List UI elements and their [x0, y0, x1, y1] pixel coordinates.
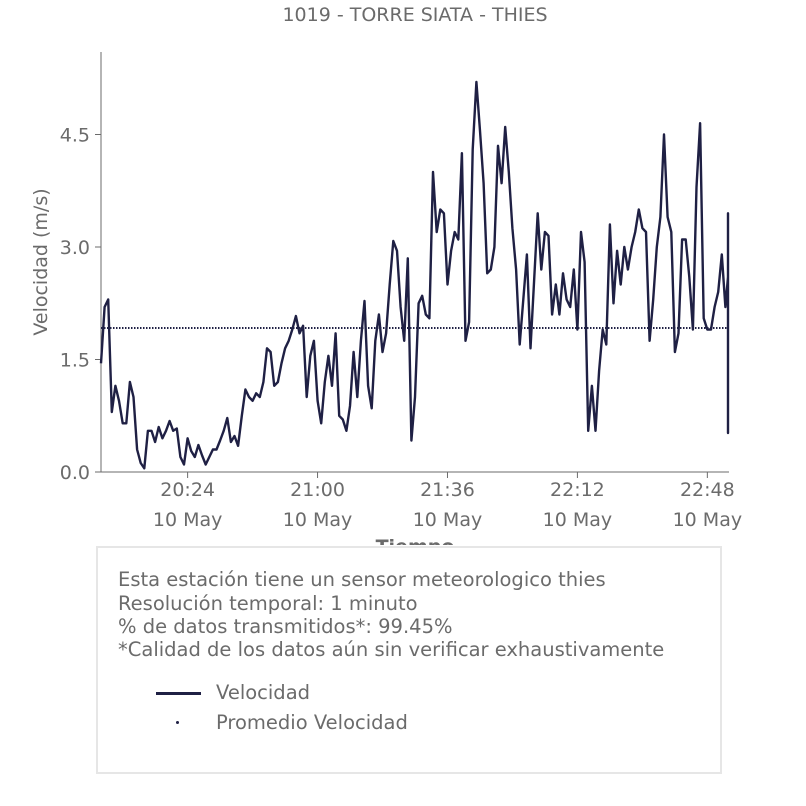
y-tick-label: 0.0 [60, 462, 90, 484]
info-quality-note: *Calidad de los datos aún sin verificar … [118, 638, 665, 661]
x-tick-date-label: 10 May [673, 509, 743, 531]
x-axis-label: Tiempo [376, 536, 455, 545]
legend-line-swatch [156, 692, 201, 695]
series-velocidad-line [99, 80, 730, 470]
y-tick-label: 1.5 [60, 350, 90, 372]
chart-area: 1019 - TORRE SIATA - THIES 0.0 1.5 3.0 4.5 20… [30, 4, 743, 545]
x-tick-time-label: 22:48 [680, 479, 735, 501]
x-tick-date-label: 10 May [283, 509, 353, 531]
x-tick-time-label: 20:24 [160, 479, 215, 501]
legend-label-velocidad: Velocidad [216, 681, 311, 704]
y-axis-label: Velocidad (m/s) [30, 188, 52, 335]
x-tick-date-label: 10 May [153, 509, 223, 531]
info-sensor-text: Esta estación tiene un sensor meteorolog… [118, 568, 606, 591]
x-tick-time-label: 21:36 [420, 479, 475, 501]
y-tick-label: 3.0 [60, 237, 90, 259]
x-tick-date-label: 10 May [413, 509, 483, 531]
legend-label-promedio: Promedio Velocidad [216, 711, 408, 734]
x-tick-time-label: 22:12 [550, 479, 605, 501]
x-tick-time-label: 21:00 [290, 479, 345, 501]
info-box: Esta estación tiene un sensor meteorolog… [96, 546, 722, 774]
info-transmitted-text: % de datos transmitidos*: 99.45% [118, 615, 453, 638]
x-tick-date-label: 10 May [543, 509, 613, 531]
info-resolution-text: Resolución temporal: 1 minuto [118, 592, 418, 615]
legend-dot-swatch [176, 721, 179, 724]
chart-title: 1019 - TORRE SIATA - THIES [282, 4, 547, 26]
y-tick-label: 4.5 [60, 125, 90, 147]
